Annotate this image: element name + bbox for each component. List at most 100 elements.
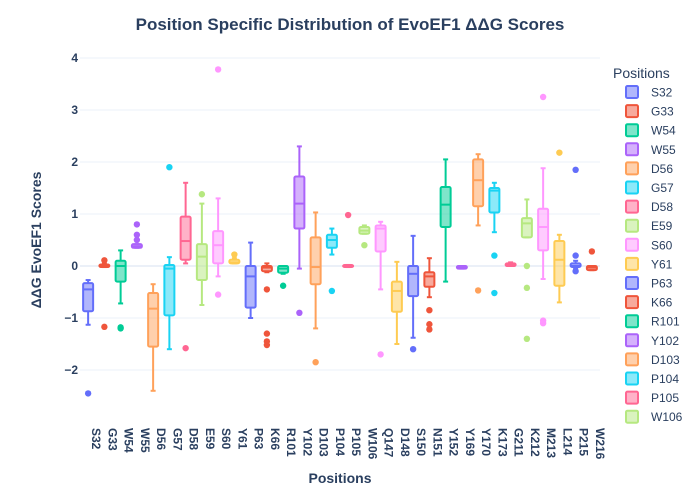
legend-item-Y102[interactable]: Y102 <box>625 333 679 348</box>
legend[interactable]: Positions S32 G33 W54 W55 D56 G57 D58 E59 S60 Y61… <box>613 65 683 424</box>
outlier-point <box>117 325 124 332</box>
legend-item-G33[interactable]: G33 <box>625 104 674 119</box>
outlier-point <box>214 291 222 298</box>
legend-item-D103[interactable]: D103 <box>625 352 680 367</box>
x-axis-title: Positions <box>308 470 371 486</box>
legend-swatch <box>625 180 639 195</box>
box-body <box>179 215 192 261</box>
legend-item-D56[interactable]: D56 <box>625 161 673 176</box>
legend-item-S32[interactable]: S32 <box>625 85 673 100</box>
box-Y169 <box>455 265 468 270</box>
legend-swatch <box>625 123 639 138</box>
legend-item-W54[interactable]: W54 <box>625 123 676 138</box>
legend-swatch <box>625 142 639 157</box>
x-tick-label: K212 <box>528 428 542 457</box>
y-axis-title: ΔΔG EvoEF1 Scores <box>28 171 44 308</box>
box-Y102 <box>293 145 306 316</box>
x-tick-label: Y102 <box>300 428 314 456</box>
outlier-point <box>101 257 108 264</box>
box-body <box>163 263 176 317</box>
legend-item-P63[interactable]: P63 <box>625 276 673 291</box>
outlier-point <box>231 251 238 258</box>
legend-label: S32 <box>651 86 673 100</box>
chart-title: Position Specific Distribution of EvoEF1… <box>136 15 565 34</box>
legend-swatch <box>625 409 639 424</box>
outlier-point <box>133 221 141 228</box>
legend-swatch <box>625 256 639 271</box>
box-D56 <box>147 283 160 392</box>
outlier-point <box>426 326 433 333</box>
box-body <box>390 280 403 313</box>
x-tick-label: W106 <box>365 428 379 460</box>
box-G57 <box>163 164 176 351</box>
box-P215 <box>569 166 582 275</box>
outlier-point <box>182 344 189 352</box>
box-body <box>439 185 452 229</box>
legend-label: P105 <box>651 391 679 405</box>
legend-swatch <box>625 218 639 233</box>
outlier-point <box>426 307 433 314</box>
box-Y170 <box>472 153 485 294</box>
outlier-point <box>426 321 433 328</box>
legend-item-W106[interactable]: W106 <box>625 409 683 424</box>
outlier-point <box>328 287 336 295</box>
box-body <box>488 187 501 214</box>
y-tick-label: 4 <box>71 51 78 65</box>
legend-item-Y61[interactable]: Y61 <box>625 256 673 271</box>
x-tick-label: N151 <box>430 428 444 457</box>
x-tick-label: K173 <box>495 428 509 457</box>
box-S32 <box>82 279 95 397</box>
x-tick-label: S32 <box>89 428 103 450</box>
outlier-point <box>101 323 108 331</box>
legend-swatch <box>625 352 639 367</box>
box-W55 <box>130 221 143 249</box>
x-tick-label: Y169 <box>463 428 477 456</box>
box-P104 <box>325 227 338 295</box>
box-S60 <box>212 66 225 298</box>
outlier-point <box>572 166 579 173</box>
box-body <box>212 230 225 265</box>
legend-swatch <box>625 333 639 348</box>
x-tick-label: P63 <box>252 428 266 450</box>
box-L214 <box>553 149 566 304</box>
legend-label: P63 <box>651 277 673 291</box>
legend-swatch <box>625 237 639 252</box>
legend-item-P105[interactable]: P105 <box>625 390 679 405</box>
x-tick-label: W216 <box>593 428 607 460</box>
legend-item-K66[interactable]: K66 <box>625 295 673 310</box>
legend-label: W54 <box>651 124 676 138</box>
legend-item-D58[interactable]: D58 <box>625 199 673 214</box>
x-tick-label: M213 <box>544 428 558 458</box>
outlier-point <box>133 231 141 238</box>
outlier-point <box>84 390 92 397</box>
box-S150 <box>407 234 420 353</box>
y-tick-label: −1 <box>64 311 78 325</box>
box-body <box>293 175 306 230</box>
box-W106 <box>358 224 371 249</box>
box-body <box>553 240 566 287</box>
legend-label: D58 <box>651 200 673 214</box>
legend-swatch <box>625 314 639 329</box>
legend-item-G57[interactable]: G57 <box>625 180 674 195</box>
x-tick-label: Y170 <box>479 428 493 456</box>
outlier-point <box>344 211 352 219</box>
legend-item-W55[interactable]: W55 <box>625 142 676 157</box>
x-tick-label: R101 <box>284 428 298 457</box>
outlier-point <box>377 351 384 358</box>
box-P63 <box>244 241 257 319</box>
outlier-point <box>263 330 271 337</box>
x-tick-label: Y152 <box>447 428 461 456</box>
legend-swatch <box>625 276 639 290</box>
box-body <box>537 207 550 252</box>
outlier-point <box>133 236 141 244</box>
x-tick-label: P105 <box>349 428 363 456</box>
legend-item-P104[interactable]: P104 <box>625 371 679 386</box>
box-Y61 <box>228 251 241 265</box>
legend-item-R101[interactable]: R101 <box>625 314 680 329</box>
legend-swatch <box>625 85 639 99</box>
box-K212 <box>520 198 533 342</box>
legend-item-E59[interactable]: E59 <box>625 218 673 233</box>
legend-item-S60[interactable]: S60 <box>625 237 673 252</box>
y-tick-label: 1 <box>71 207 78 221</box>
